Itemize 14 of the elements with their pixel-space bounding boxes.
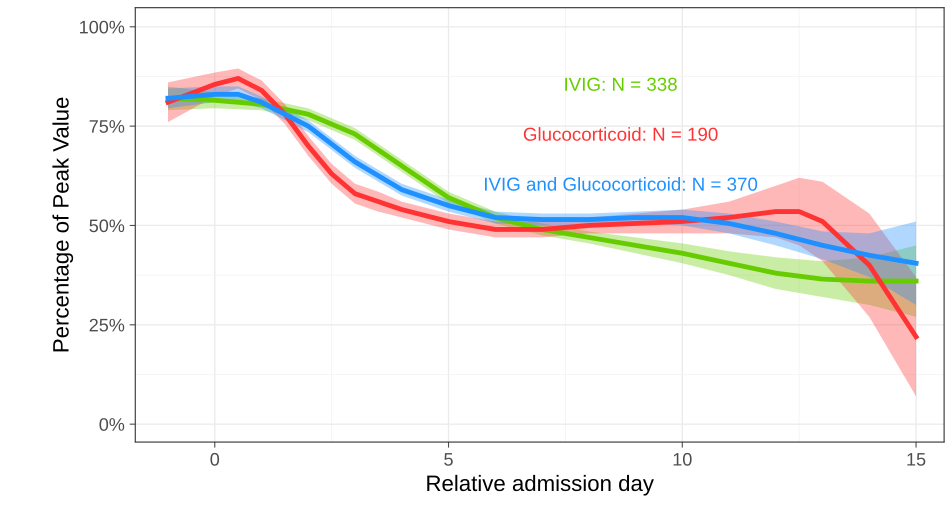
y-tick-label: 50%: [89, 219, 124, 232]
y-axis-title: Percentage of Peak Value: [52, 98, 74, 352]
y-tick-label: 100%: [80, 20, 124, 34]
text: IVIG: N = 338: [565, 78, 677, 91]
text: Glucocorticoid: N = 190: [524, 127, 718, 141]
x-tick-label: 0: [210, 452, 220, 466]
x-tick-label: 15: [907, 453, 926, 466]
x-tick-label: 5: [444, 453, 453, 466]
y-tick-label: 75%: [90, 120, 124, 133]
x-axis-title: Relative admission day: [427, 474, 654, 496]
y-tick-label: 25%: [90, 318, 124, 332]
x-tick-label: 10: [674, 452, 692, 466]
y-tick-label: 0%: [99, 418, 124, 431]
series-label: IVIG and Glucocorticoid: N = 370: [485, 177, 758, 191]
